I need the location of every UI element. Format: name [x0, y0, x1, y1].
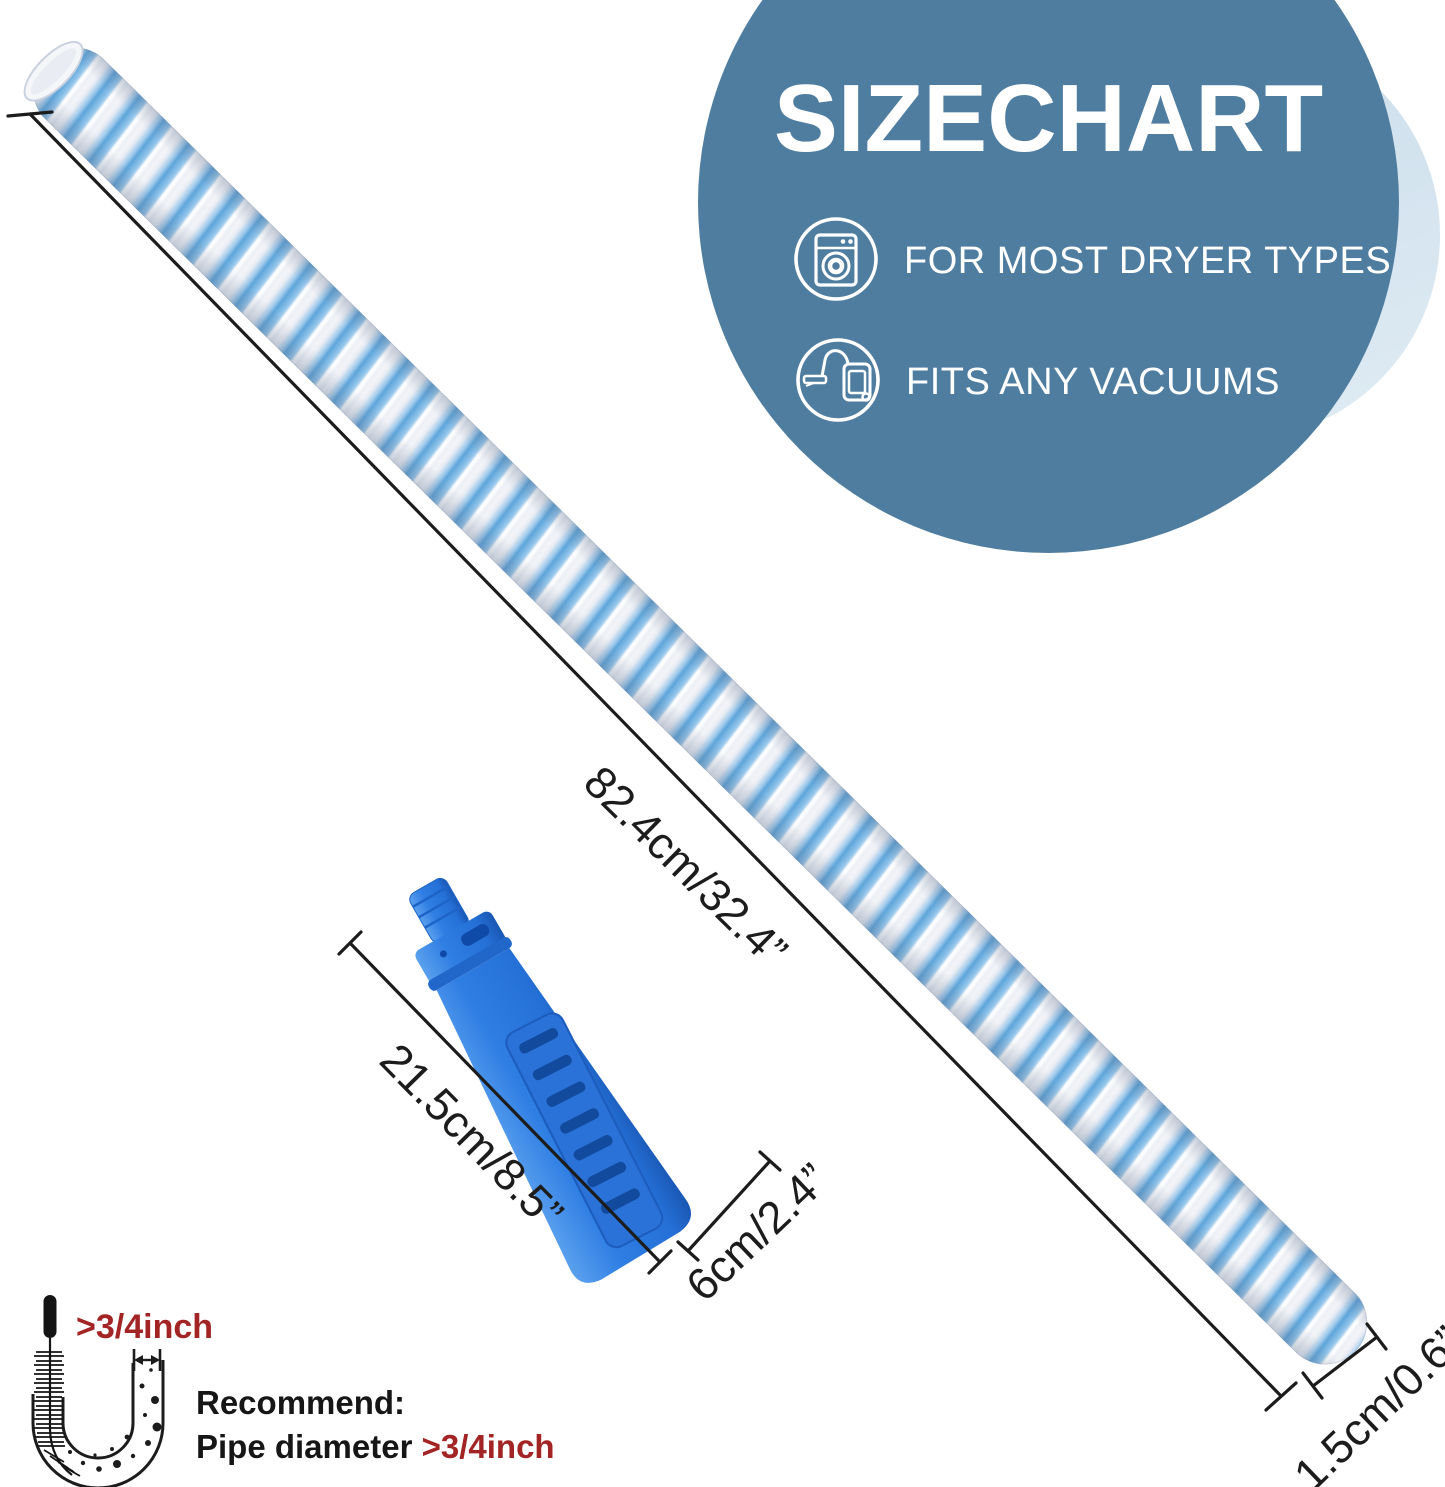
feature-label-dryer: FOR MOST DRYER TYPES — [904, 239, 1392, 282]
hose-diameter-label: 1.5cm/0.6” — [1284, 1316, 1445, 1487]
pipe-lint-dots — [68, 1368, 162, 1472]
cleaning-brush — [34, 1295, 81, 1477]
pipe-diameter-arrow — [132, 1349, 162, 1371]
recommendation-line: Pipe diameter >3/4inch — [196, 1425, 555, 1469]
feature-label-vacuum: FITS ANY VACUUMS — [906, 360, 1280, 403]
feature-row-vacuum: FITS ANY VACUUMS — [794, 336, 1280, 429]
vacuum-icon — [794, 336, 882, 429]
page-title: SIZECHART — [773, 65, 1324, 172]
vacuum-adapter — [409, 877, 691, 1283]
u-pipe-diagram — [31, 1295, 165, 1487]
recommendation-block: Recommend: Pipe diameter >3/4inch — [196, 1381, 555, 1469]
washing-machine-icon — [792, 215, 880, 308]
adapter-grip — [505, 1012, 664, 1249]
recommendation-highlight: >3/4inch — [421, 1428, 555, 1465]
hose-diameter-dimension-line — [1301, 1322, 1388, 1400]
brush-bristles — [34, 1351, 81, 1477]
recommendation-heading: Recommend: — [196, 1384, 406, 1421]
adapter-width-dimension-line — [676, 1150, 782, 1262]
feature-row-dryer: FOR MOST DRYER TYPES — [792, 215, 1392, 308]
pipe-min-size-label: >3/4inch — [76, 1308, 214, 1346]
badge-circle: SIZECHART FOR MOST DRYER TYPES — [698, 0, 1399, 553]
adapter-length-dimension-line — [337, 930, 673, 1275]
hose-length-dimension-line — [6, 110, 1298, 1412]
recommendation-text: Pipe diameter — [196, 1428, 422, 1465]
